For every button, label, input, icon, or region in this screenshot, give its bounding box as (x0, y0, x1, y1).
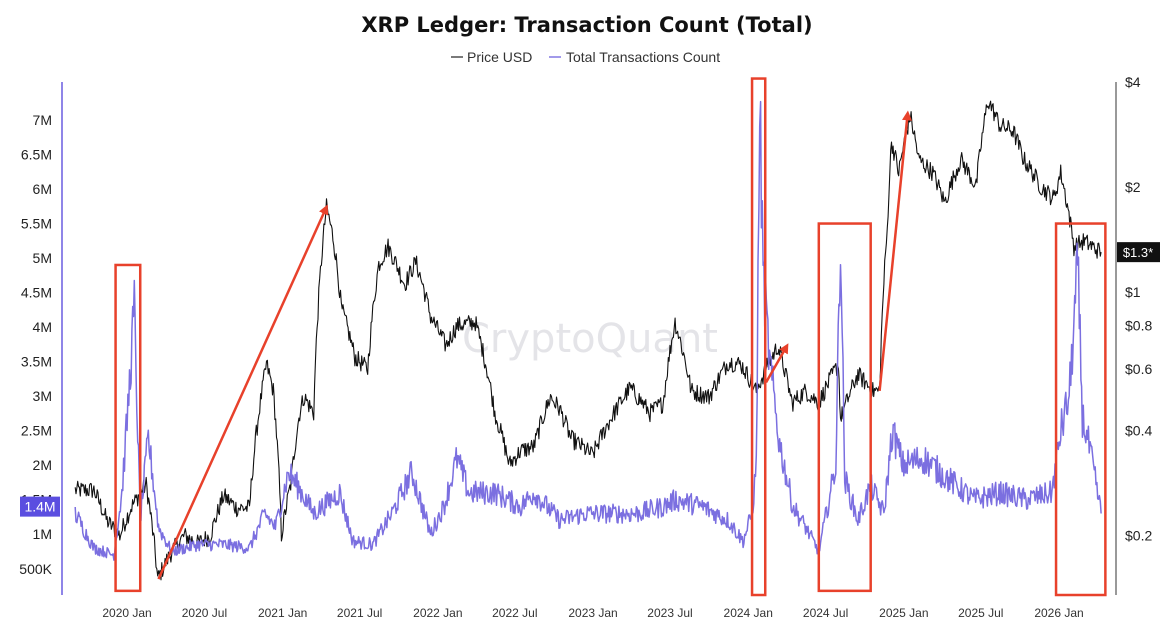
x-tick-label: 2024 Jul (803, 606, 848, 620)
x-tick-label: 2022 Jul (492, 606, 537, 620)
current-transactions-badge-label: 1.4M (24, 499, 55, 515)
y-right-tick-label: $0.2 (1125, 528, 1152, 544)
x-tick-label: 2021 Jul (337, 606, 382, 620)
y-left-tick-label: 2M (33, 457, 52, 473)
annotations (114, 77, 1107, 597)
x-axis-ticks: 2020 Jan 2020 Jul 2021 Jan 2021 Jul 2022 Jan… (102, 606, 1083, 620)
x-tick-label: 2022 Jan (413, 606, 462, 620)
x-tick-label: 2024 Jan (724, 606, 773, 620)
arrow-2024-2025 (878, 110, 912, 391)
box-2024-jul (817, 222, 872, 593)
x-tick-label: 2025 Jan (879, 606, 928, 620)
box-2024-jan (750, 77, 767, 597)
y-left-tick-label: 500K (19, 561, 52, 577)
y-left-tick-label: 3.5M (21, 354, 52, 370)
transactions-count-line (74, 100, 1102, 561)
y-right-tick-label: $0.4 (1125, 423, 1152, 439)
y-left-tick-label: 5.5M (21, 216, 52, 232)
y-left-tick-label: 6.5M (21, 146, 52, 162)
left-axis-ticks: 500K1M1.5M2M2.5M3M3.5M4M4.5M5M5.5M6M6.5M… (19, 112, 52, 577)
y-left-tick-label: 7M (33, 112, 52, 128)
x-tick-label: 2020 Jul (182, 606, 227, 620)
current-price-badge-label: $1.3* (1123, 245, 1153, 260)
y-left-tick-label: 2.5M (21, 423, 52, 439)
right-axis-ticks: $0.2 $0.4 $0.6 $0.8 $1 $2 $4 (1125, 74, 1152, 544)
y-left-tick-label: 6M (33, 181, 52, 197)
y-right-tick-label: $2 (1125, 179, 1141, 195)
legend-price-label[interactable]: Price USD (467, 49, 532, 65)
x-tick-label: 2023 Jan (568, 606, 617, 620)
box-2020-jan (114, 263, 142, 593)
watermark: CryptoQuant (462, 316, 718, 362)
current-price-badge (1117, 242, 1160, 263)
arrow-2024-feb (764, 343, 789, 383)
y-right-tick-label: $0.6 (1125, 361, 1152, 377)
x-tick-label: 2025 Jul (958, 606, 1003, 620)
x-tick-label: 2026 Jan (1034, 606, 1083, 620)
y-left-tick-label: 4.5M (21, 285, 52, 301)
legend-transactions-label[interactable]: Total Transactions Count (566, 49, 720, 65)
y-left-tick-label: 1M (33, 526, 52, 542)
y-left-tick-label: 5M (33, 250, 52, 266)
x-tick-label: 2020 Jan (102, 606, 151, 620)
current-transactions-badge (20, 496, 60, 517)
x-tick-label: 2021 Jan (258, 606, 307, 620)
price-usd-line (74, 100, 1102, 581)
y-right-tick-label: $1 (1125, 284, 1141, 300)
legend: Price USD Total Transactions Count (451, 49, 720, 65)
series-lines (74, 100, 1102, 581)
box-2026-jan (1054, 222, 1107, 597)
chart-title: XRP Ledger: Transaction Count (Total) (361, 13, 812, 37)
current-value-badges: 1.4M $1.3* (20, 242, 1160, 517)
y-left-tick-label: 4M (33, 319, 52, 335)
y-left-tick-label: 3M (33, 388, 52, 404)
x-tick-label: 2023 Jul (647, 606, 692, 620)
y-right-tick-label: $0.8 (1125, 318, 1152, 334)
arrow-2020-2021 (157, 204, 329, 580)
y-right-tick-label: $4 (1125, 74, 1141, 90)
